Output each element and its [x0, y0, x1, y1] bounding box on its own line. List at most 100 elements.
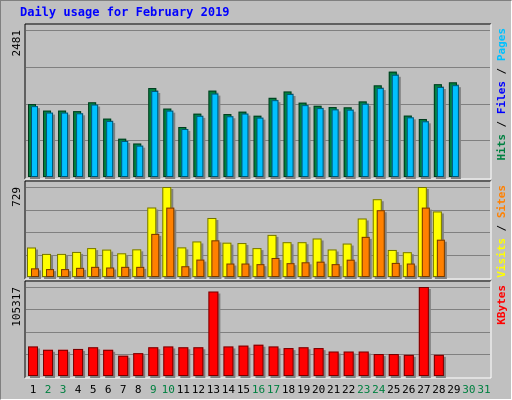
kbytes-bar-day-26	[403, 354, 416, 378]
sites-bar-day-21-fill	[331, 264, 340, 277]
kbytes-bar-day-28	[433, 354, 446, 378]
kbytes-bar-day-10	[163, 346, 176, 378]
kbytes-bar-day-20	[313, 348, 326, 378]
kbytes-bar-day-12-fill	[193, 347, 204, 376]
visits-bar-day-17-fill	[267, 234, 277, 277]
x-tick-label-day-20: 20	[312, 383, 325, 396]
kbytes-bar-day-9	[148, 347, 161, 378]
traffic-files-bar-day-19-outline	[301, 105, 309, 177]
panel-kbytes-ytick-label: 105317	[10, 287, 23, 327]
visits-bar-day-16-fill	[252, 248, 262, 277]
kbytes-bar-day-2-outline	[43, 349, 54, 376]
kbytes-bar-day-9-fill	[148, 347, 159, 376]
traffic-files-bar-day-22	[346, 109, 356, 179]
sites-bar-day-17-fill	[271, 257, 280, 277]
sites-bar-day-21-outline	[331, 264, 340, 277]
traffic-files-bar-day-26	[406, 117, 416, 179]
traffic-files-bar-day-18-fill	[286, 93, 294, 177]
traffic-files-bar-day-23-fill	[361, 103, 369, 177]
visits-bar-day-4-fill	[72, 251, 82, 277]
sites-bar-day-10-fill	[166, 207, 175, 277]
traffic-files-bar-day-19-fill	[301, 105, 309, 177]
x-tick-label-day-13: 13	[207, 383, 220, 396]
sites-bar-day-6-fill	[106, 267, 115, 277]
sites-bar-day-2-outline	[46, 269, 55, 277]
kbytes-bar-day-1-outline	[28, 346, 38, 377]
kbytes-bar-day-5-fill	[88, 347, 99, 376]
sites-bar-day-23-outline	[361, 236, 370, 277]
kbytes-bar-day-16	[253, 344, 266, 378]
sites-bar-day-10-outline	[166, 207, 175, 277]
traffic-files-bar-day-20	[316, 108, 326, 179]
traffic-files-bar-day-1-fill	[31, 106, 38, 177]
kbytes-bar-day-15-outline	[238, 345, 249, 377]
traffic-files-bar-day-23-outline	[361, 103, 369, 177]
kbytes-bar-day-4-fill	[73, 348, 84, 376]
traffic-files-bar-day-25-outline	[391, 74, 399, 177]
traffic-files-bar-day-16-outline	[256, 117, 264, 177]
kbytes-bar-day-10-outline	[163, 346, 174, 377]
traffic-files-bar-day-27-fill	[421, 121, 429, 177]
sites-bar-day-23-fill	[361, 236, 370, 277]
traffic-files-bar-day-24-outline	[376, 88, 384, 177]
kbytes-bar-day-13-outline	[208, 291, 219, 376]
sites-bar-day-27-fill	[421, 207, 430, 277]
sites-bar-day-27	[421, 207, 432, 279]
sites-bar-day-9-outline	[151, 233, 160, 277]
kbytes-bar-day-5	[88, 347, 101, 378]
kbytes-bar-day-1-fill	[28, 346, 38, 376]
sites-bar-day-2-fill	[46, 269, 55, 277]
x-tick-label-day-31: 31	[477, 383, 490, 396]
traffic-files-bar-day-7	[121, 140, 131, 179]
traffic-files-bar-day-5	[91, 104, 101, 179]
panel-traffic-legend-hits: Hits	[495, 134, 508, 161]
sites-bar-day-11-fill	[181, 266, 190, 277]
traffic-files-bar-day-25-fill	[391, 74, 399, 177]
kbytes-bar-day-6-outline	[103, 349, 114, 376]
traffic-files-bar-day-4	[76, 113, 86, 179]
panel-traffic-legend-separator: /	[495, 114, 508, 134]
traffic-files-bar-day-16-fill	[256, 117, 264, 177]
visits-bar-day-2-fill	[42, 253, 52, 277]
kbytes-bar-day-25-outline	[388, 354, 399, 376]
x-tick-label-day-22: 22	[342, 383, 355, 396]
traffic-files-bar-day-9-outline	[151, 90, 159, 177]
traffic-files-bar-day-27	[421, 121, 431, 179]
traffic-files-bar-day-29-fill	[451, 85, 459, 177]
sites-bar-day-16-outline	[256, 264, 265, 277]
sites-bar-day-6	[106, 267, 117, 279]
kbytes-bar-day-21	[328, 351, 341, 378]
traffic-files-bar-day-18-outline	[286, 93, 294, 177]
kbytes-bar-day-26-outline	[403, 354, 414, 377]
x-tick-label-day-26: 26	[402, 383, 415, 396]
traffic-files-bar-day-7-fill	[121, 140, 129, 177]
kbytes-bar-day-24-fill	[373, 354, 384, 376]
kbytes-bar-day-6-fill	[103, 349, 114, 376]
sites-bar-day-24-fill	[376, 210, 385, 277]
sites-bar-day-20-outline	[316, 261, 325, 277]
traffic-files-bar-day-20-outline	[316, 108, 324, 177]
visits-bar-day-3-fill	[57, 253, 67, 277]
sites-bar-day-19-fill	[301, 262, 310, 277]
traffic-files-bar-day-2	[46, 112, 56, 179]
sites-bar-day-13	[211, 240, 222, 279]
sites-bar-day-18-outline	[286, 263, 295, 278]
traffic-files-bar-day-12-fill	[196, 115, 204, 177]
traffic-files-bar-day-24-fill	[376, 88, 384, 177]
visits-bar-day-6-fill	[102, 249, 112, 277]
sites-bar-day-19	[301, 262, 312, 279]
sites-bar-day-10	[166, 207, 177, 279]
panel-traffic-legend-files: Files	[495, 81, 508, 114]
chart-title: Daily usage for February 2019	[20, 5, 230, 19]
sites-bar-day-16	[256, 264, 267, 279]
traffic-files-bar-day-26-fill	[406, 117, 414, 177]
kbytes-bar-day-11-fill	[178, 347, 189, 376]
kbytes-bar-day-4	[73, 348, 86, 378]
sites-bar-day-3-fill	[61, 269, 70, 277]
traffic-files-bar-day-5-fill	[91, 104, 99, 177]
sites-bar-day-1-outline	[31, 268, 39, 278]
sites-bar-day-24-outline	[376, 210, 385, 277]
x-tick-label-day-3: 3	[60, 383, 67, 396]
kbytes-bar-day-15	[238, 345, 251, 378]
traffic-files-bar-day-11-fill	[181, 129, 189, 177]
